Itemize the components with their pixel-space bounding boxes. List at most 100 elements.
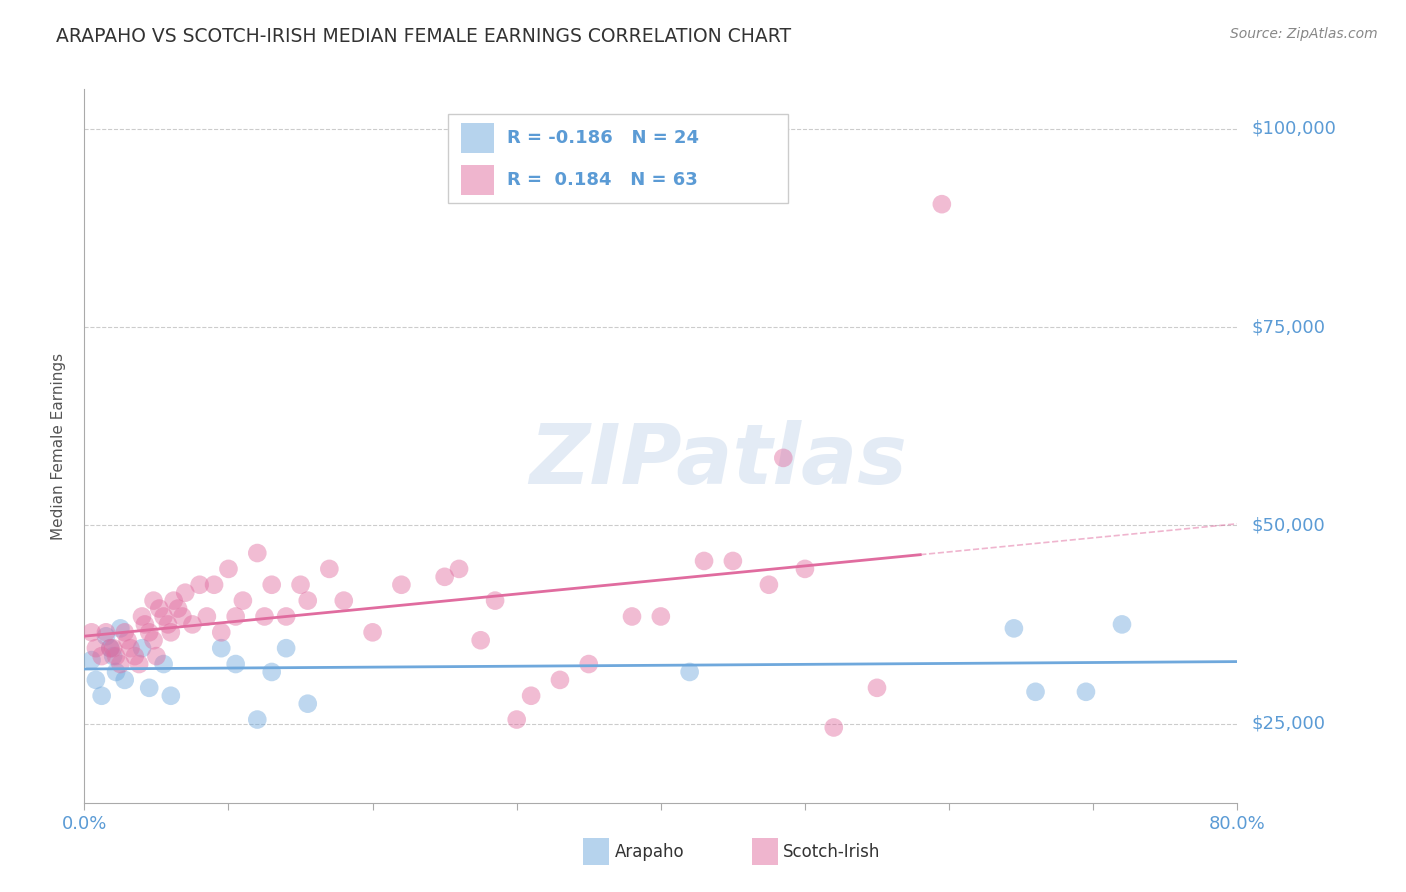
Point xyxy=(98,641,121,656)
Point xyxy=(1002,621,1025,635)
Point xyxy=(138,625,160,640)
Text: $75,000: $75,000 xyxy=(1251,318,1326,336)
Point xyxy=(160,689,183,703)
Point xyxy=(148,601,170,615)
Point xyxy=(174,585,197,599)
Point xyxy=(772,450,794,465)
Point xyxy=(110,657,132,671)
Point xyxy=(693,554,716,568)
Point xyxy=(152,657,174,671)
Point xyxy=(679,665,702,679)
Point xyxy=(172,609,194,624)
Point xyxy=(1074,685,1097,699)
Point xyxy=(103,641,124,656)
Point xyxy=(90,689,112,703)
Point xyxy=(866,681,889,695)
Text: $100,000: $100,000 xyxy=(1251,120,1336,138)
FancyBboxPatch shape xyxy=(447,114,787,203)
Point xyxy=(131,609,153,624)
Point xyxy=(114,673,136,687)
Point xyxy=(391,578,413,592)
Point xyxy=(181,617,204,632)
Point xyxy=(94,629,117,643)
Point xyxy=(218,562,240,576)
Point xyxy=(1025,685,1047,699)
Point xyxy=(225,609,247,624)
Point xyxy=(209,641,232,656)
Point xyxy=(506,713,529,727)
Point xyxy=(260,578,283,592)
Point xyxy=(333,593,356,607)
Point xyxy=(232,593,254,607)
Point xyxy=(145,649,167,664)
Point xyxy=(84,641,107,656)
Point xyxy=(548,673,571,687)
Point xyxy=(80,653,103,667)
Point xyxy=(134,617,156,632)
Point xyxy=(297,697,319,711)
Point xyxy=(578,657,600,671)
Text: Scotch-Irish: Scotch-Irish xyxy=(783,843,880,861)
Point xyxy=(470,633,492,648)
Text: $25,000: $25,000 xyxy=(1251,714,1326,732)
Point xyxy=(209,625,232,640)
Point xyxy=(152,609,174,624)
Point xyxy=(794,562,817,576)
Point xyxy=(758,578,780,592)
Point xyxy=(131,641,153,656)
Point xyxy=(260,665,283,679)
Point xyxy=(246,713,269,727)
Point xyxy=(520,689,543,703)
Point xyxy=(128,657,150,671)
Point xyxy=(110,621,132,635)
Text: $50,000: $50,000 xyxy=(1251,516,1324,534)
Point xyxy=(167,601,190,615)
Text: ARAPAHO VS SCOTCH-IRISH MEDIAN FEMALE EARNINGS CORRELATION CHART: ARAPAHO VS SCOTCH-IRISH MEDIAN FEMALE EA… xyxy=(56,27,792,45)
Point xyxy=(160,625,183,640)
Point xyxy=(84,673,107,687)
Point xyxy=(117,633,139,648)
Point xyxy=(276,641,298,656)
Y-axis label: Median Female Earnings: Median Female Earnings xyxy=(51,352,66,540)
Point xyxy=(156,617,179,632)
Point xyxy=(80,625,103,640)
Point xyxy=(202,578,225,592)
Point xyxy=(433,570,456,584)
Point xyxy=(188,578,211,592)
Point xyxy=(318,562,340,576)
Text: R = -0.186   N = 24: R = -0.186 N = 24 xyxy=(508,129,699,147)
Point xyxy=(484,593,506,607)
Text: Source: ZipAtlas.com: Source: ZipAtlas.com xyxy=(1230,27,1378,41)
Point xyxy=(98,641,121,656)
Point xyxy=(105,649,128,664)
Text: Arapaho: Arapaho xyxy=(614,843,685,861)
Point xyxy=(449,562,471,576)
Text: R =  0.184   N = 63: R = 0.184 N = 63 xyxy=(508,171,699,189)
Point xyxy=(290,578,312,592)
Point xyxy=(621,609,644,624)
Point xyxy=(1111,617,1133,632)
Point xyxy=(253,609,276,624)
Point xyxy=(120,641,142,656)
Point xyxy=(823,721,845,735)
Point xyxy=(90,649,112,664)
Point xyxy=(276,609,298,624)
Point xyxy=(124,649,146,664)
FancyBboxPatch shape xyxy=(461,165,494,194)
Text: ZIPatlas: ZIPatlas xyxy=(530,420,907,500)
Point xyxy=(103,649,124,664)
Point xyxy=(142,593,165,607)
Point xyxy=(114,625,136,640)
Point xyxy=(721,554,744,568)
Point xyxy=(138,681,160,695)
Point xyxy=(163,593,186,607)
Point xyxy=(246,546,269,560)
Point xyxy=(931,197,953,211)
Point xyxy=(94,625,117,640)
Point xyxy=(195,609,218,624)
Point xyxy=(142,633,165,648)
Point xyxy=(650,609,672,624)
FancyBboxPatch shape xyxy=(461,123,494,153)
Point xyxy=(297,593,319,607)
Point xyxy=(105,665,128,679)
